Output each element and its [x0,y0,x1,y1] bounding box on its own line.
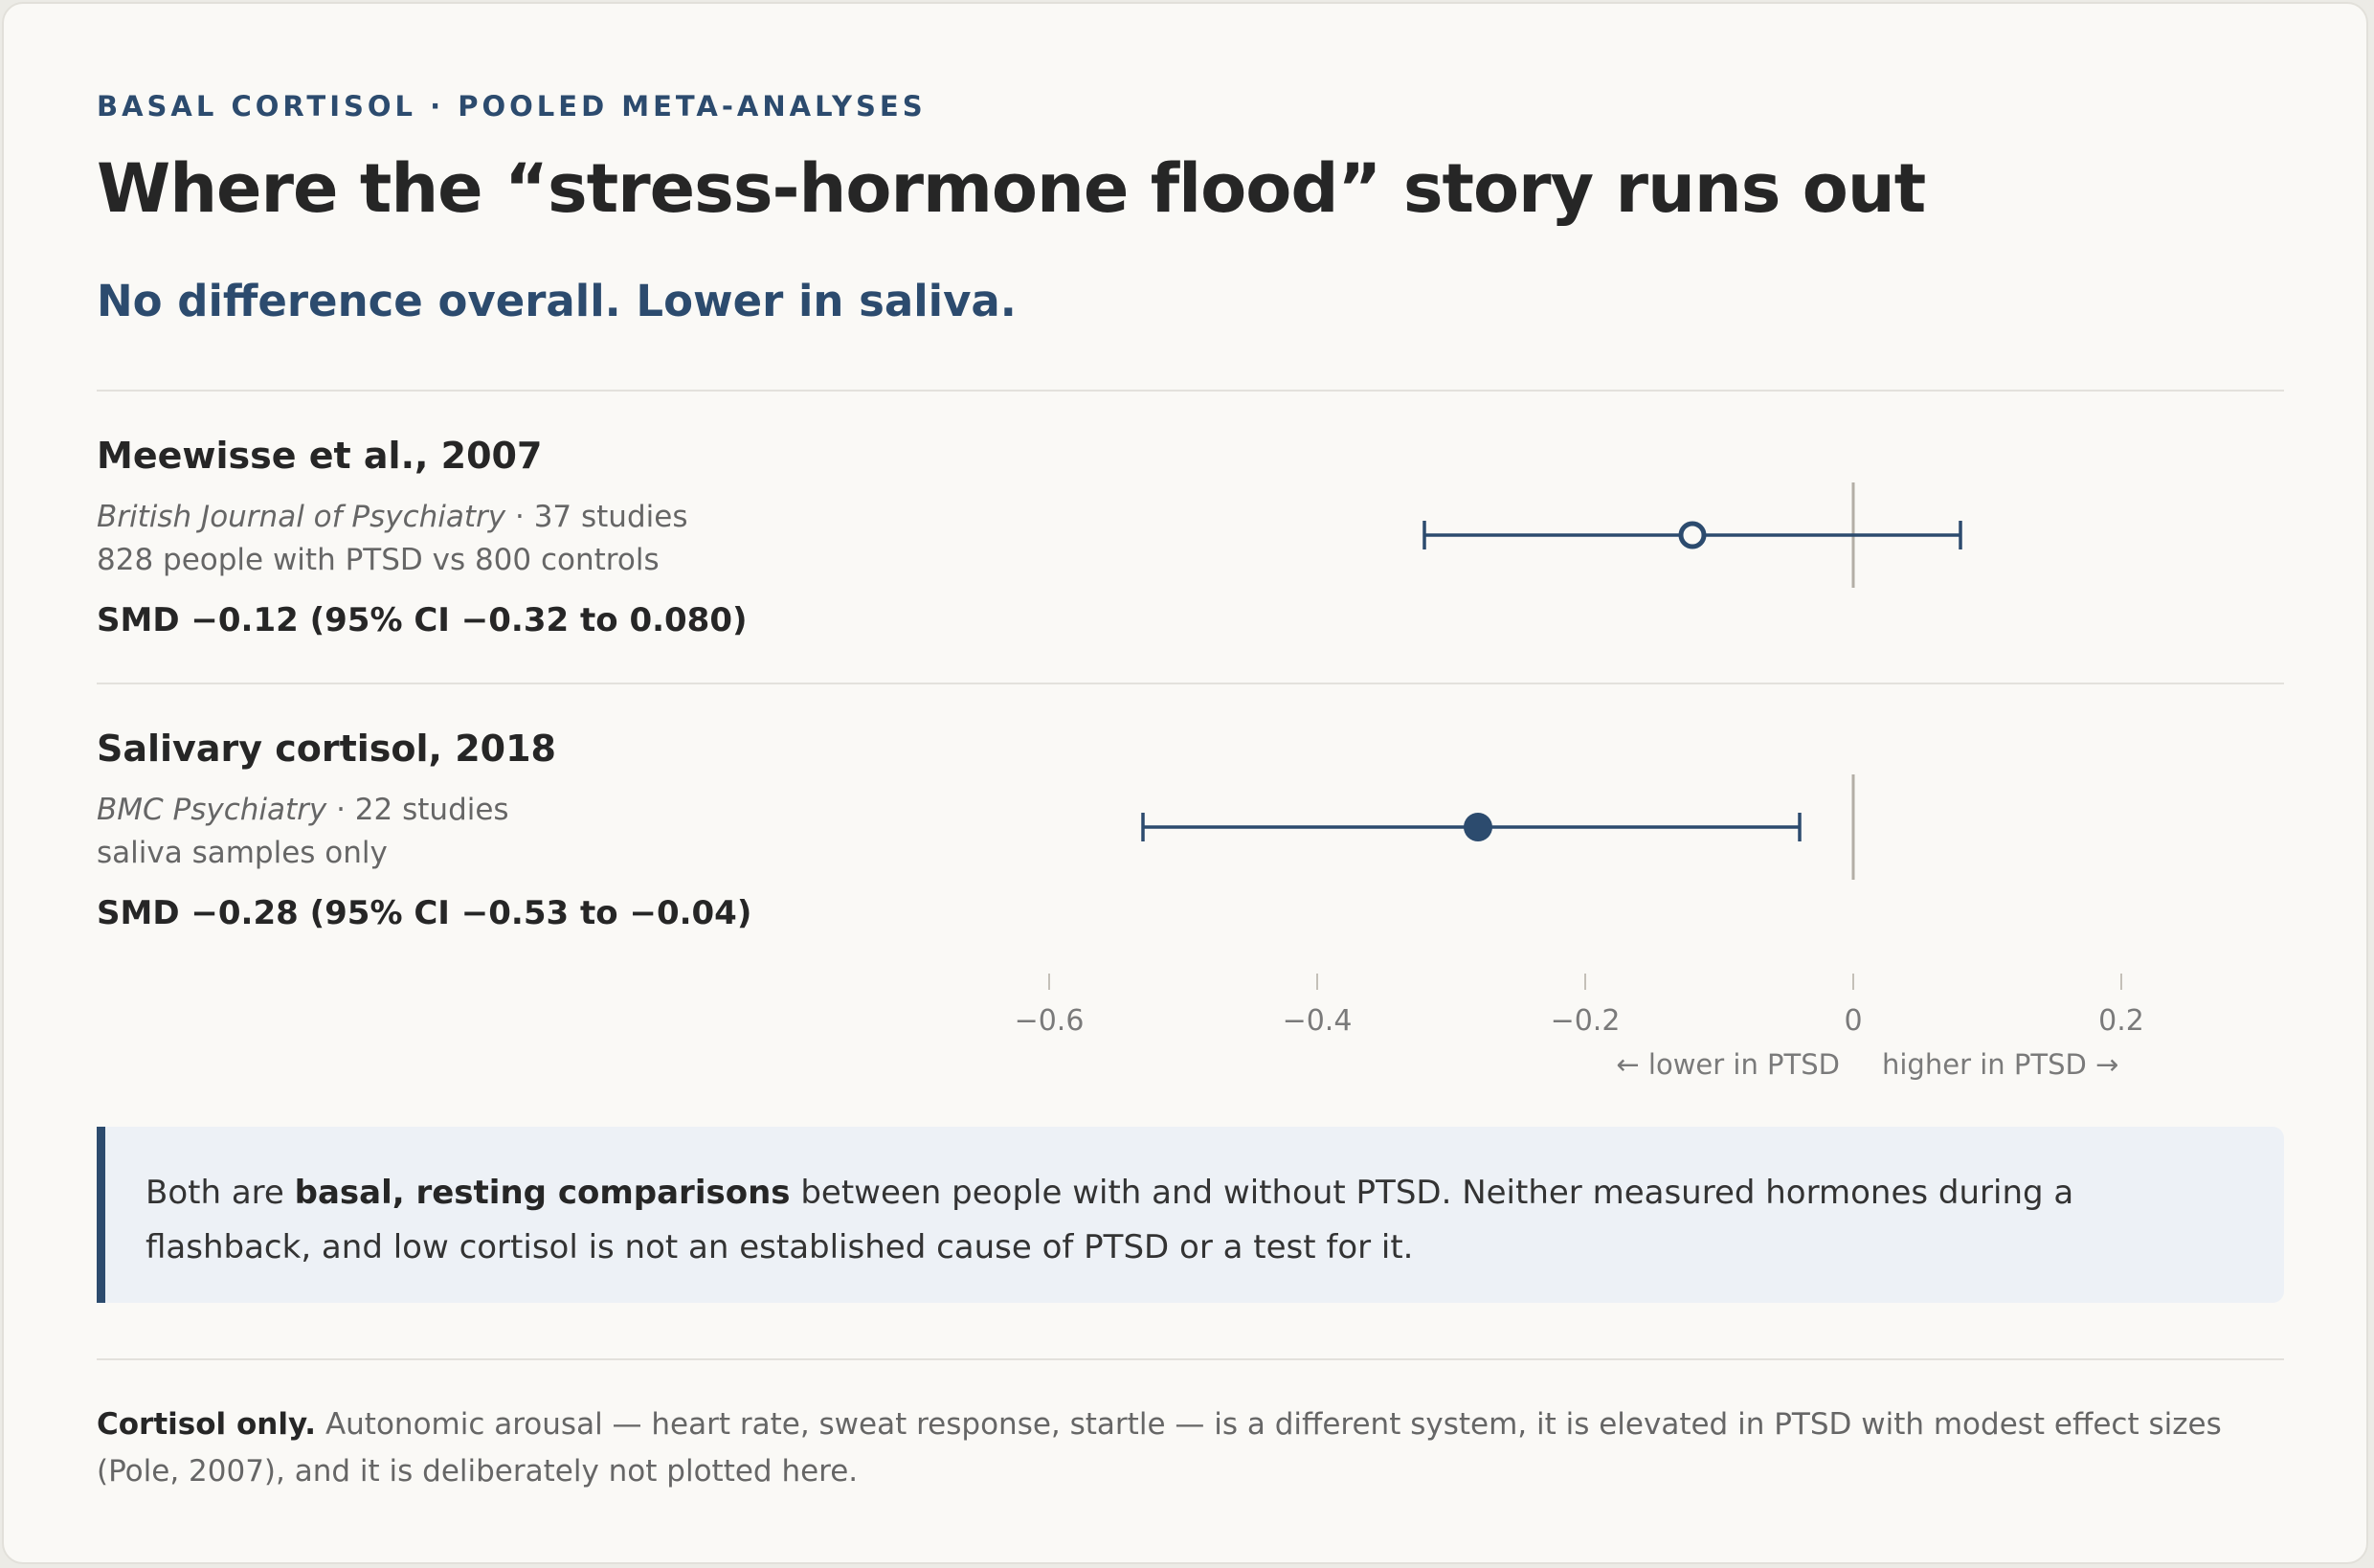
direction-left-label: ← lower in PTSD [1616,1048,1840,1081]
point-estimate [1678,521,1707,549]
page-title: Where the “stress-hormone flood” story r… [97,149,1926,228]
study-detail: 828 people with PTSD vs 800 controls [97,543,660,577]
divider-top [97,390,2284,392]
study-meta: BMC Psychiatry · 22 studies [97,793,509,827]
footnote-bold: Cortisol only. [97,1407,317,1442]
study-count: · 22 studies [326,793,509,827]
x-tick-label: −0.6 [1015,1004,1085,1038]
study-meta: British Journal of Psychiatry · 37 studi… [97,500,687,534]
footnote: Cortisol only. Autonomic arousal — heart… [97,1401,2289,1495]
study-smd: SMD −0.28 (95% CI −0.53 to −0.04) [97,894,752,932]
kicker: BASAL CORTISOL · POOLED META-ANALYSES [97,90,927,123]
study-name: Salivary cortisol, 2018 [97,728,556,770]
x-tick-label: 0.2 [2098,1004,2144,1038]
study-smd: SMD −0.12 (95% CI −0.32 to 0.080) [97,601,748,639]
direction-right-label: higher in PTSD → [1882,1048,2118,1081]
subtitle: No difference overall. Lower in saliva. [97,276,1017,326]
divider-mid [97,683,2284,684]
callout: Both are basal, resting comparisons betw… [97,1127,2284,1303]
x-tick-label: −0.4 [1283,1004,1353,1038]
study-detail: saliva samples only [97,836,388,870]
study-journal: British Journal of Psychiatry [97,500,506,534]
point-estimate [1464,813,1492,841]
callout-post: between people with and without PTSD. Ne… [146,1174,2074,1266]
study-count: · 37 studies [505,500,688,534]
footnote-text: Autonomic arousal — heart rate, sweat re… [97,1407,2222,1489]
study-journal: BMC Psychiatry [97,793,327,827]
divider-bottom [97,1358,2284,1360]
forest-plot: −0.6 −0.4 −0.2 0 0.2 ← lower in PTSD higher in… [1015,482,2144,1081]
x-tick-label: −0.2 [1551,1004,1621,1038]
x-tick-label: 0 [1844,1004,1862,1038]
callout-bold: basal, resting comparisons [294,1174,791,1212]
study-name: Meewisse et al., 2007 [97,435,543,477]
callout-pre: Both are [146,1174,295,1212]
